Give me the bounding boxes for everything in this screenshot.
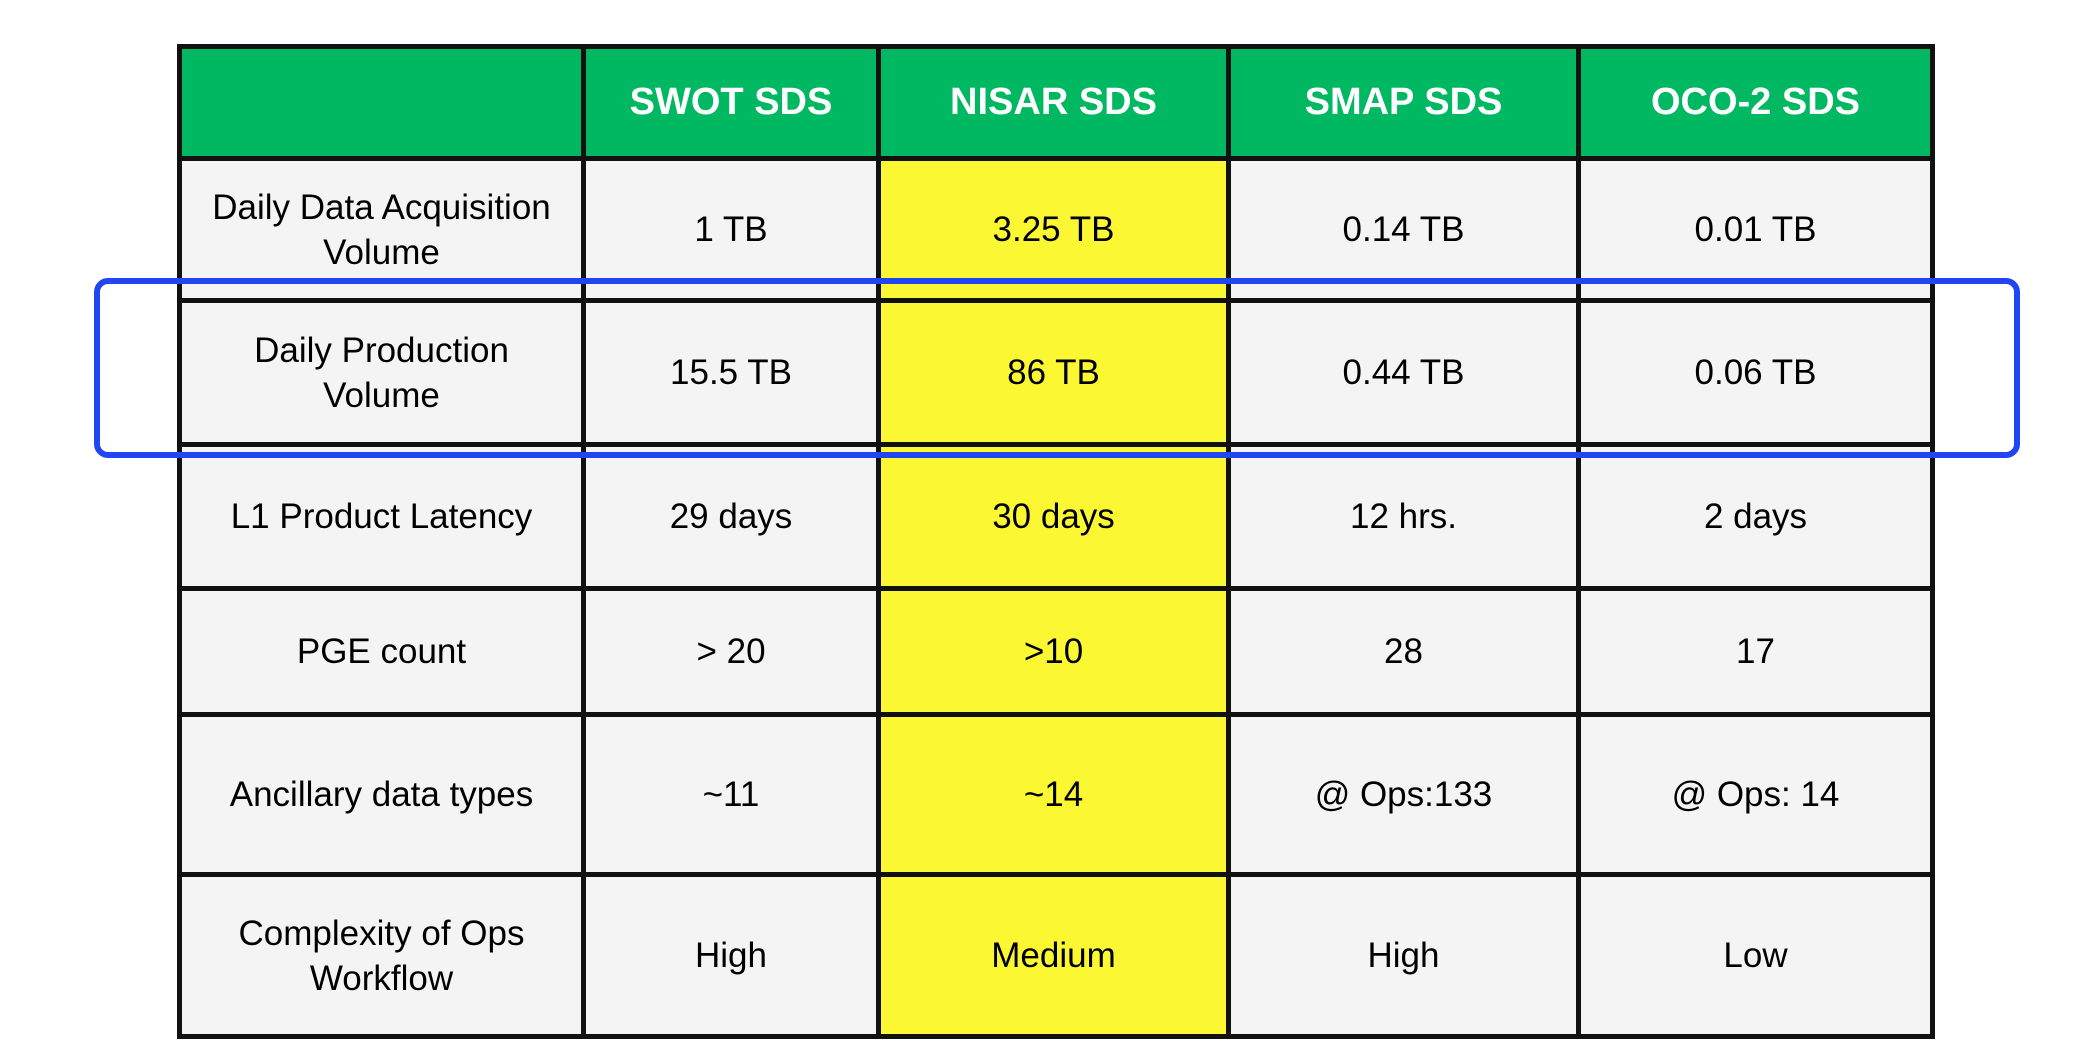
row-label: Complexity of Ops Workflow xyxy=(177,872,586,1039)
row-label: Ancillary data types xyxy=(177,712,586,877)
table-row: Complexity of Ops Workflow High Medium H… xyxy=(177,872,1935,1039)
table-row: L1 Product Latency 29 days 30 days 12 hr… xyxy=(177,442,1935,591)
table-cell: @ Ops: 14 xyxy=(1576,712,1935,877)
table-cell: 12 hrs. xyxy=(1226,442,1581,591)
row-label: PGE count xyxy=(177,586,586,717)
table-cell: 0.14 TB xyxy=(1226,156,1581,303)
header-swot-sds: SWOT SDS xyxy=(581,44,881,161)
header-row: SWOT SDS NISAR SDS SMAP SDS OCO-2 SDS xyxy=(177,44,1935,161)
table-cell: 1 TB xyxy=(581,156,881,303)
table-cell-highlighted: 3.25 TB xyxy=(876,156,1231,303)
table-cell: 0.44 TB xyxy=(1226,298,1581,447)
table-cell: High xyxy=(1226,872,1581,1039)
comparison-table: SWOT SDS NISAR SDS SMAP SDS OCO-2 SDS Da… xyxy=(177,44,1935,1039)
table-cell: High xyxy=(581,872,881,1039)
table-cell: 2 days xyxy=(1576,442,1935,591)
table-row: PGE count > 20 >10 28 17 xyxy=(177,586,1935,717)
table-cell: 0.01 TB xyxy=(1576,156,1935,303)
table-row: Daily Production Volume 15.5 TB 86 TB 0.… xyxy=(177,298,1935,447)
row-label: Daily Production Volume xyxy=(177,298,586,447)
table-cell-highlighted: 30 days xyxy=(876,442,1231,591)
table-cell: 28 xyxy=(1226,586,1581,717)
table-cell: 29 days xyxy=(581,442,881,591)
table-cell-highlighted: Medium xyxy=(876,872,1231,1039)
table-cell: 15.5 TB xyxy=(581,298,881,447)
row-label: L1 Product Latency xyxy=(177,442,586,591)
header-corner-cell xyxy=(177,44,586,161)
table-cell: ~11 xyxy=(581,712,881,877)
header-smap-sds: SMAP SDS xyxy=(1226,44,1581,161)
table-cell-highlighted: >10 xyxy=(876,586,1231,717)
table-cell: Low xyxy=(1576,872,1935,1039)
table-cell: 17 xyxy=(1576,586,1935,717)
table-cell-highlighted: 86 TB xyxy=(876,298,1231,447)
table-row: Ancillary data types ~11 ~14 @ Ops:133 @… xyxy=(177,712,1935,877)
table-cell: @ Ops:133 xyxy=(1226,712,1581,877)
row-label: Daily Data Acquisition Volume xyxy=(177,156,586,303)
table-cell: 0.06 TB xyxy=(1576,298,1935,447)
table-row: Daily Data Acquisition Volume 1 TB 3.25 … xyxy=(177,156,1935,303)
table-cell: > 20 xyxy=(581,586,881,717)
header-oco2-sds: OCO-2 SDS xyxy=(1576,44,1935,161)
table-cell-highlighted: ~14 xyxy=(876,712,1231,877)
header-nisar-sds: NISAR SDS xyxy=(876,44,1231,161)
